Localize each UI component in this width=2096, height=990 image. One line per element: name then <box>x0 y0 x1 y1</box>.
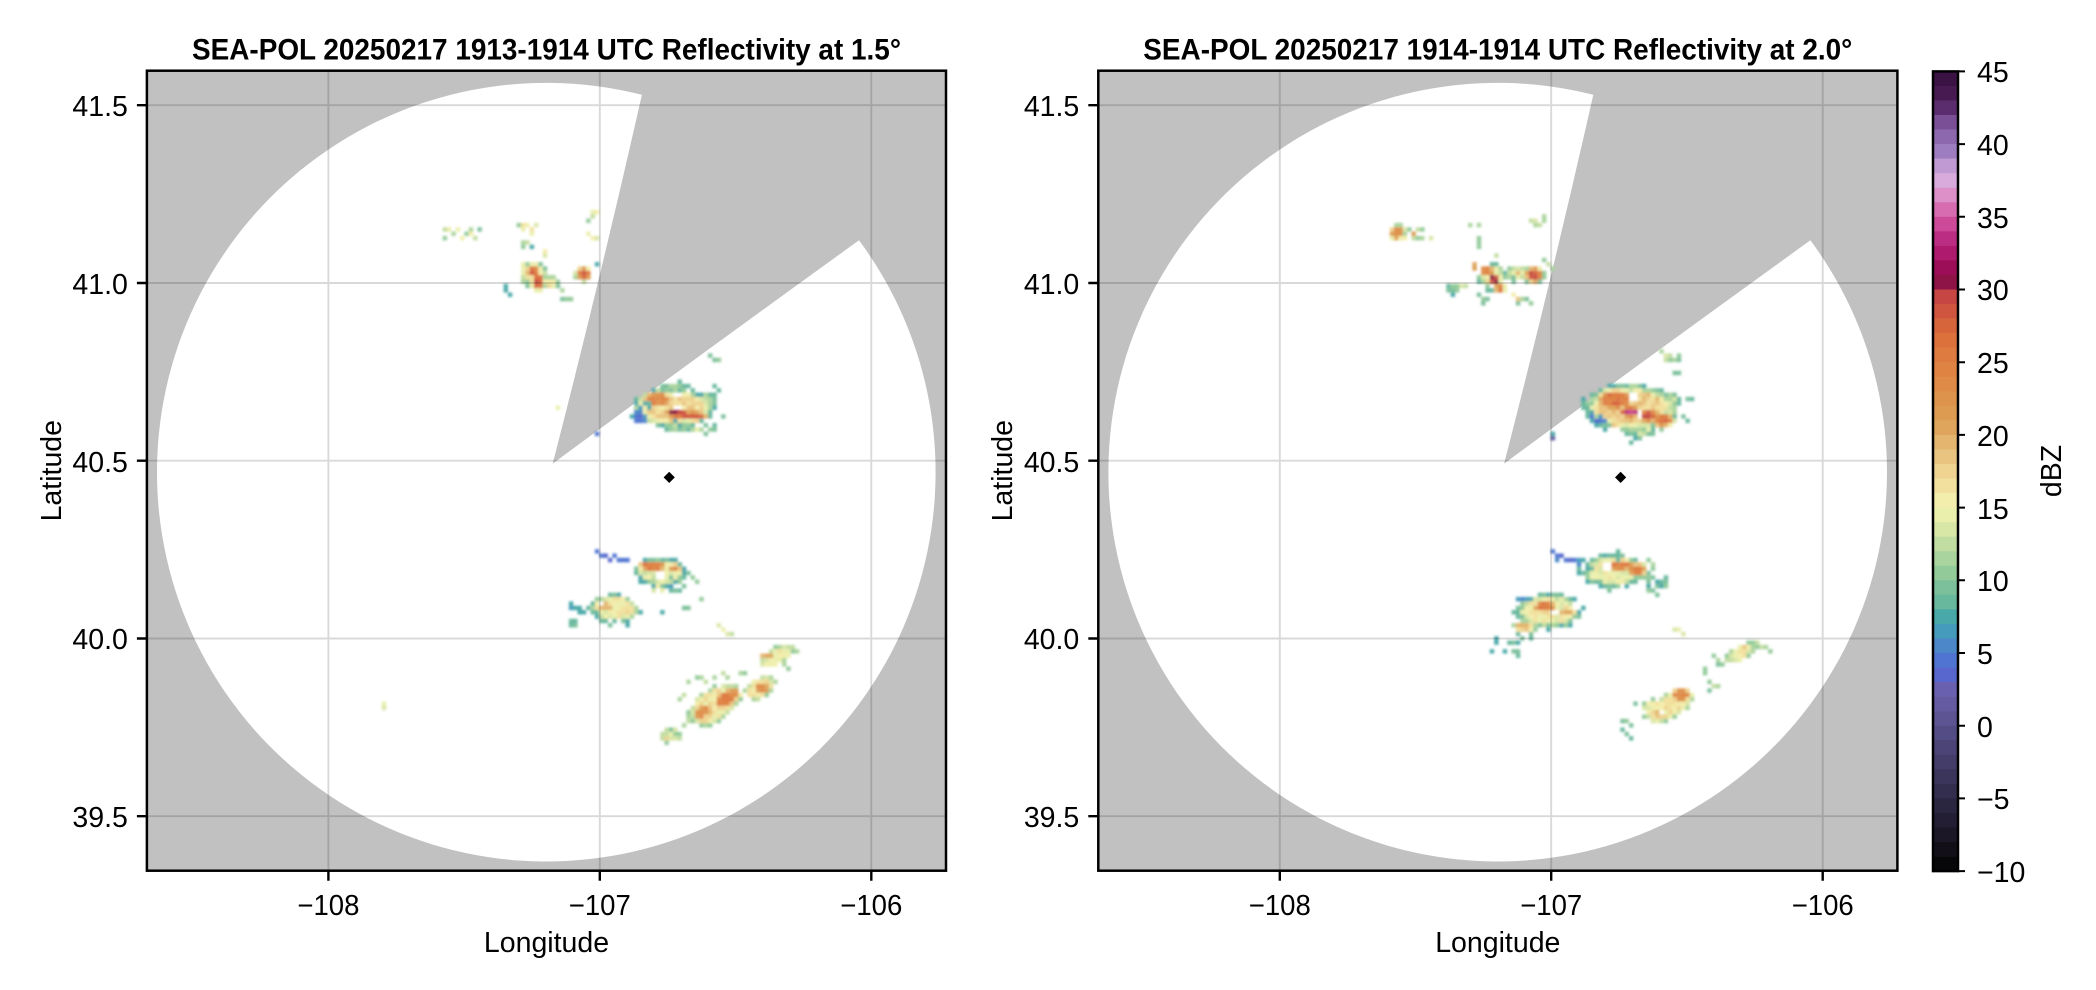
svg-text:−5: −5 <box>1977 784 2010 816</box>
svg-text:45: 45 <box>1977 57 2009 89</box>
svg-text:−107: −107 <box>569 890 631 922</box>
svg-text:−106: −106 <box>1792 890 1854 922</box>
svg-text:15: 15 <box>1977 494 2009 526</box>
svg-text:SEA-POL 20250217 1914-1914 UTC: SEA-POL 20250217 1914-1914 UTC Reflectiv… <box>1143 34 1852 67</box>
svg-text:41.0: 41.0 <box>72 269 127 301</box>
svg-text:39.5: 39.5 <box>1024 802 1079 834</box>
svg-text:−10: −10 <box>1977 857 2025 889</box>
svg-text:Latitude: Latitude <box>36 420 68 521</box>
svg-text:35: 35 <box>1977 203 2009 235</box>
svg-text:20: 20 <box>1977 421 2009 453</box>
svg-text:−107: −107 <box>1520 890 1582 922</box>
svg-text:41.5: 41.5 <box>1024 91 1079 123</box>
svg-text:0: 0 <box>1977 712 1993 744</box>
svg-text:41.0: 41.0 <box>1024 269 1079 301</box>
svg-text:40.5: 40.5 <box>72 447 127 479</box>
svg-text:40.0: 40.0 <box>1024 624 1079 656</box>
svg-text:40.0: 40.0 <box>72 624 127 656</box>
svg-text:−106: −106 <box>840 890 902 922</box>
svg-text:39.5: 39.5 <box>72 802 127 834</box>
svg-text:41.5: 41.5 <box>72 91 127 123</box>
svg-text:SEA-POL 20250217 1913-1914 UTC: SEA-POL 20250217 1913-1914 UTC Reflectiv… <box>192 34 901 67</box>
svg-text:Longitude: Longitude <box>484 927 609 959</box>
svg-text:25: 25 <box>1977 348 2009 380</box>
svg-text:10: 10 <box>1977 566 2009 598</box>
svg-text:Latitude: Latitude <box>987 420 1019 521</box>
svg-text:40.5: 40.5 <box>1024 447 1079 479</box>
svg-text:dBZ: dBZ <box>2036 445 2068 497</box>
svg-text:30: 30 <box>1977 275 2009 307</box>
svg-text:−108: −108 <box>297 890 359 922</box>
svg-text:40: 40 <box>1977 130 2009 162</box>
svg-text:−108: −108 <box>1249 890 1311 922</box>
svg-text:Longitude: Longitude <box>1435 927 1560 959</box>
svg-text:5: 5 <box>1977 639 1993 671</box>
